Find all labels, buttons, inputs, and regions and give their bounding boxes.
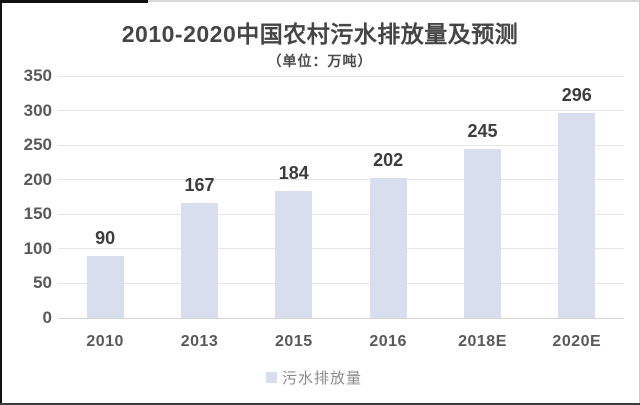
frame-bottom-edge [0,403,640,405]
plot-area: 90 167 184 202 245 296 [58,75,624,319]
gridline [58,75,624,77]
legend: 污水排放量 [0,367,640,387]
bar-column: 202 [341,76,435,318]
legend-label: 污水排放量 [281,369,362,387]
gridline [58,248,624,250]
bar-value-label: 202 [373,150,404,171]
frame-top-edge [0,0,640,2]
y-axis-tick-label: 200 [23,169,52,189]
bar-value-label: 184 [278,162,309,183]
gridline [58,213,624,215]
chart-title: 2010-2020中国农村污水排放量及预测 [121,21,519,47]
y-axis-tick-label: 300 [23,100,52,120]
bar-value-label: 167 [184,174,215,195]
y-axis-tick-label: 100 [23,238,52,258]
bar [275,190,313,318]
bar-column: 167 [152,76,246,318]
bar [180,202,218,318]
y-axis-tick-label: 250 [23,135,52,155]
gridline [58,282,624,284]
x-axis: 2010 2013 2015 2016 2018E 2020E [58,333,624,351]
y-axis-tick-label: 150 [23,204,52,224]
x-axis-category-label: 2020E [552,333,602,350]
x-axis-category-label: 2013 [180,333,219,350]
legend-swatch-icon [265,371,277,383]
x-axis-category-label: 2010 [86,333,124,350]
x-axis-category-label: 2016 [369,333,407,350]
bar-column: 245 [435,76,529,318]
gridline [58,179,624,181]
bar-value-label: 90 [95,227,116,248]
gridline [58,110,624,112]
bar-column: 184 [247,76,341,318]
gridline [58,144,624,146]
gridline [58,317,624,319]
x-axis-category-label: 2015 [275,333,313,350]
x-axis-category-label: 2018E [458,333,507,350]
bar-value-label: 245 [467,120,498,141]
y-axis-tick-label: 0 [42,308,52,327]
bar [463,148,501,318]
bar-column: 90 [58,76,152,318]
bar-column: 296 [530,76,624,318]
chart-subtitle: （单位：万吨） [267,53,373,69]
y-axis-tick-label: 50 [33,273,52,293]
bar [558,113,596,318]
frame-top-left-black-edge [0,0,148,3]
bar [86,255,124,318]
bar [369,178,407,318]
y-axis-tick-label: 350 [23,66,52,85]
frame-left-edge [0,0,2,405]
bar-value-label: 296 [561,85,592,106]
